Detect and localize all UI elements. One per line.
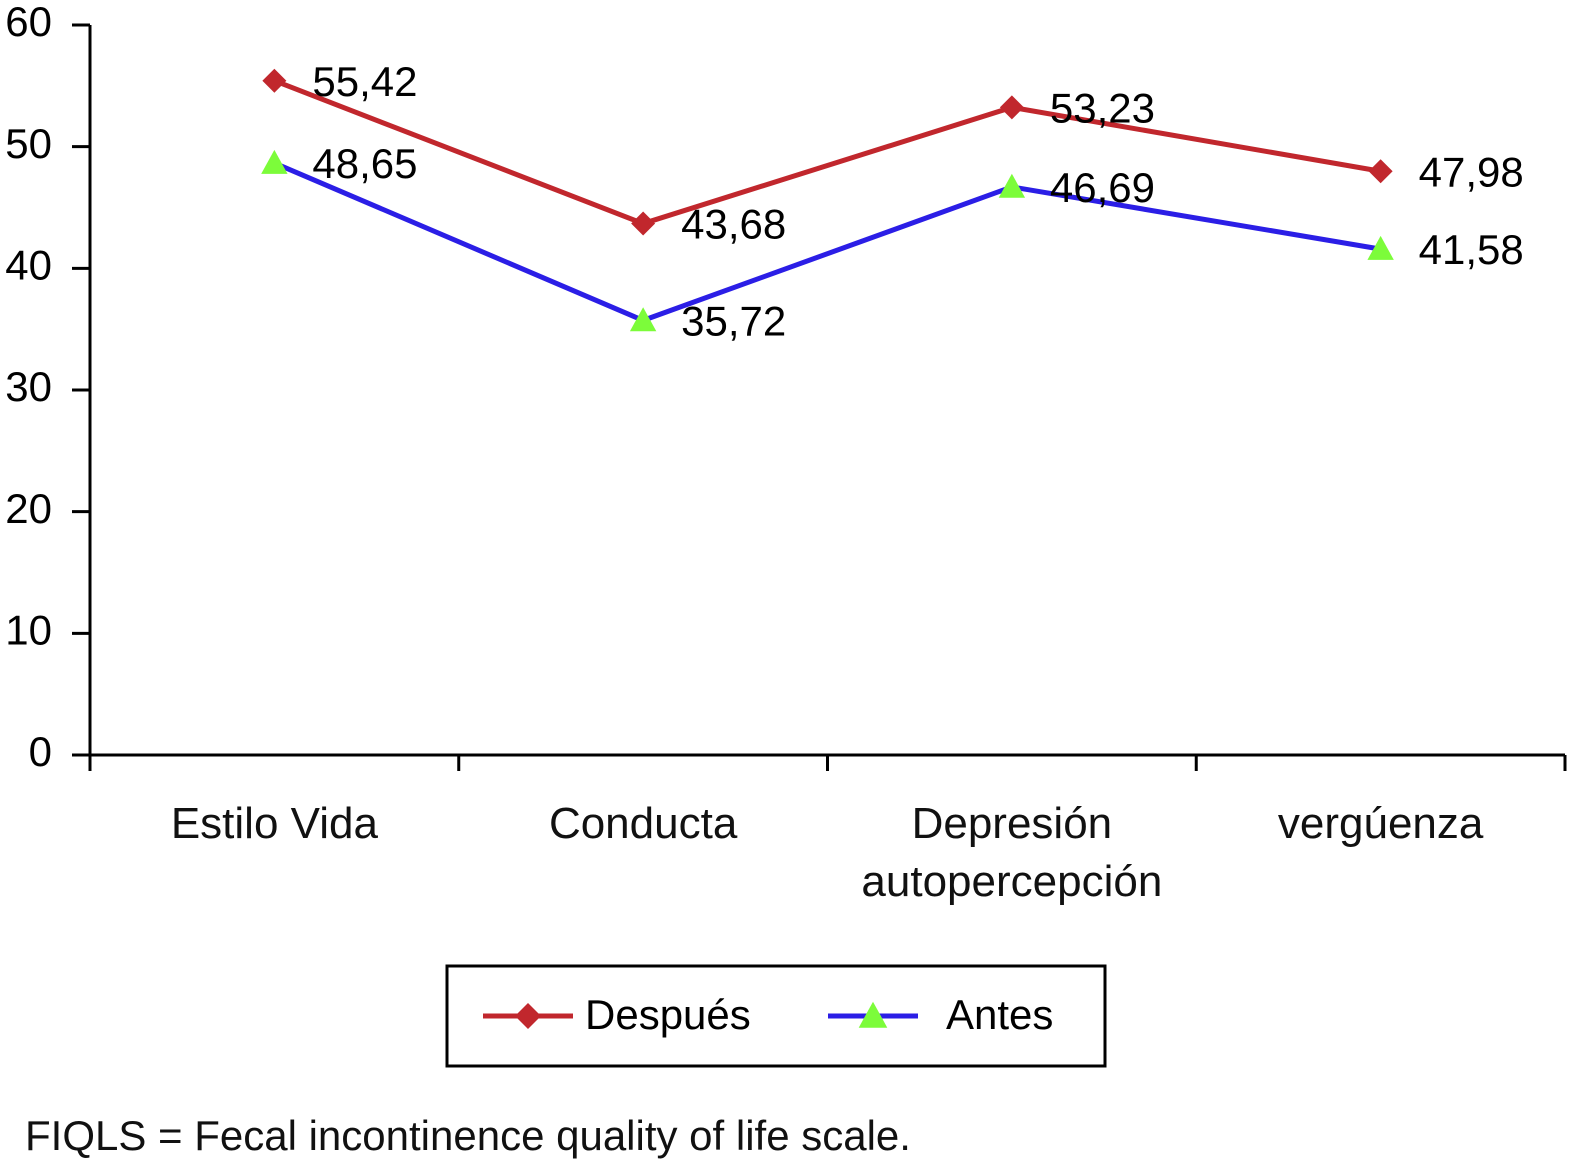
marker (515, 1003, 541, 1029)
value-label: 43,68 (681, 201, 786, 248)
marker (629, 307, 657, 332)
marker (1367, 235, 1394, 260)
value-label: 53,23 (1050, 84, 1155, 131)
y-tick-label: 60 (5, 0, 52, 45)
legend-label: Después (585, 991, 751, 1038)
series-line (273, 160, 1382, 324)
y-tick-label: 30 (5, 363, 52, 410)
value-label: 35,72 (681, 298, 786, 345)
x-tick-label: Estilo Vida (170, 799, 378, 848)
y-tick-label: 40 (5, 241, 52, 288)
footnote: FIQLS = Fecal incontinence quality of li… (25, 1112, 911, 1159)
y-tick-label: 20 (5, 485, 52, 532)
x-tick-label: vergúenza (1277, 799, 1484, 848)
marker (261, 149, 288, 174)
marker (858, 1001, 888, 1028)
marker (999, 95, 1024, 120)
marker (1368, 159, 1393, 184)
value-label: 41,58 (1419, 226, 1524, 273)
marker (262, 68, 287, 93)
marker (998, 173, 1026, 198)
x-tick-label: Conducta (548, 799, 738, 848)
y-tick-label: 0 (29, 728, 52, 775)
marker (631, 211, 656, 236)
legend-label: Antes (946, 991, 1053, 1038)
y-tick-label: 10 (5, 606, 52, 653)
value-label: 55,42 (312, 58, 417, 105)
x-tick-label: Depresión autopercepción (861, 799, 1163, 906)
legend: Después Antes (445, 964, 1107, 1068)
value-label: 47,98 (1419, 148, 1524, 195)
value-label: 46,69 (1050, 164, 1155, 211)
value-label: 48,65 (312, 140, 417, 187)
series-line (273, 78, 1382, 227)
y-tick-label: 50 (5, 120, 52, 167)
